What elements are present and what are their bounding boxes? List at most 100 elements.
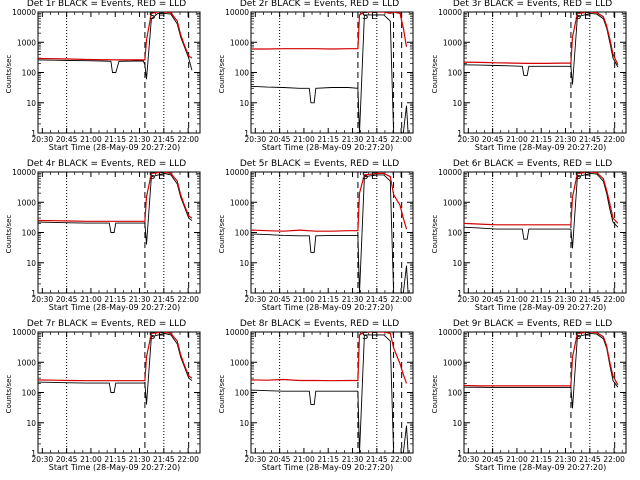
chart-title: Det 5r BLACK = Events, RED = LLD bbox=[239, 159, 400, 169]
marker-s: S bbox=[575, 171, 581, 182]
marker-e: E bbox=[158, 11, 164, 22]
plot-frame bbox=[463, 11, 627, 134]
x-tick-label: 20:45 bbox=[56, 135, 78, 144]
x-tick-label: 21:30 bbox=[342, 135, 364, 144]
x-tick-label: 21:15 bbox=[317, 455, 339, 464]
y-tick-label: 1000 bbox=[230, 38, 249, 47]
x-tick-label: 21:00 bbox=[80, 455, 102, 464]
chart-panel-6: 1 10 100 1000 10000 20:30 20:45 21:00 21:15 21:30… bbox=[426, 159, 639, 320]
x-tick-label: 21:15 bbox=[104, 295, 126, 304]
chart-title: Det 2r BLACK = Events, RED = LLD bbox=[239, 0, 400, 9]
plot-area bbox=[251, 12, 409, 133]
y-tick-label: 10 bbox=[26, 419, 36, 428]
x-tick-label: 21:00 bbox=[293, 295, 315, 304]
events-series-line bbox=[464, 12, 619, 85]
marker-s: S bbox=[149, 171, 155, 182]
y-tick-label: 10 bbox=[239, 259, 249, 268]
x-tick-label: 22:00 bbox=[390, 455, 412, 464]
y-tick-label: 100 bbox=[448, 389, 463, 398]
y-tick-label: 10 bbox=[452, 99, 462, 108]
y-tick-label: 10 bbox=[452, 259, 462, 268]
x-tick-label: 21:30 bbox=[342, 455, 364, 464]
plot-frame bbox=[37, 331, 201, 454]
y-tick-label: 1 bbox=[244, 129, 249, 138]
chart-svg: 1 10 100 1000 10000 20:30 20:45 21:00 21:15 21:30… bbox=[12, 8, 201, 144]
chart-title: Det 6r BLACK = Events, RED = LLD bbox=[452, 159, 613, 169]
chart-svg: 1 10 100 1000 10000 20:30 20:45 21:00 21:15 21:30… bbox=[12, 328, 201, 464]
x-tick-label: 20:45 bbox=[56, 455, 78, 464]
x-axis-label: Start Time (28-May-09 20:27:20) bbox=[474, 463, 607, 472]
lld-series-line bbox=[464, 172, 619, 226]
y-tick-label: 100 bbox=[235, 389, 250, 398]
events-series-line bbox=[38, 332, 193, 405]
plot-area bbox=[464, 12, 619, 133]
marker-s: S bbox=[362, 11, 368, 22]
x-tick-label: 21:45 bbox=[153, 455, 175, 464]
x-axis-label: Start Time (28-May-09 20:27:20) bbox=[474, 143, 607, 152]
events-series-line bbox=[251, 174, 409, 293]
y-axis-label: Counts/sec bbox=[431, 54, 439, 94]
x-tick-label: 21:30 bbox=[129, 455, 151, 464]
plot-area bbox=[38, 332, 193, 453]
y-tick-label: 1 bbox=[457, 289, 462, 298]
chart-panel-7: 1 10 100 1000 10000 20:30 20:45 21:00 21:15 21:30… bbox=[0, 319, 213, 480]
chart-panel-4: 1 10 100 1000 10000 20:30 20:45 21:00 21:15 21:30… bbox=[0, 159, 213, 320]
marker-e: E bbox=[371, 331, 377, 342]
x-tick-label: 21:45 bbox=[579, 295, 601, 304]
x-tick-label: 20:45 bbox=[269, 135, 291, 144]
x-tick-label: 21:30 bbox=[342, 295, 364, 304]
y-tick-label: 1000 bbox=[443, 358, 462, 367]
x-tick-label: 21:00 bbox=[80, 295, 102, 304]
x-tick-label: 21:00 bbox=[80, 135, 102, 144]
x-tick-label: 20:30 bbox=[458, 295, 480, 304]
x-tick-label: 20:45 bbox=[269, 455, 291, 464]
y-axis-label: Counts/sec bbox=[218, 374, 226, 414]
lld-series-line bbox=[38, 172, 193, 222]
lld-series-line bbox=[251, 332, 408, 384]
plot-area bbox=[251, 332, 409, 453]
marker-e: E bbox=[371, 11, 377, 22]
y-tick-label: 1000 bbox=[17, 358, 36, 367]
y-tick-label: 10000 bbox=[438, 168, 462, 177]
chart-svg: 1 10 100 1000 10000 20:30 20:45 21:00 21:15 21:30… bbox=[12, 168, 201, 304]
x-tick-label: 20:45 bbox=[482, 135, 504, 144]
x-tick-label: 20:30 bbox=[458, 455, 480, 464]
events-series-line bbox=[251, 14, 409, 133]
x-tick-label: 22:00 bbox=[603, 135, 625, 144]
x-tick-label: 21:15 bbox=[104, 455, 126, 464]
x-axis-label: Start Time (28-May-09 20:27:20) bbox=[261, 143, 394, 152]
x-axis-label: Start Time (28-May-09 20:27:20) bbox=[261, 463, 394, 472]
x-tick-label: 20:45 bbox=[482, 295, 504, 304]
plot-frame bbox=[250, 11, 414, 134]
y-tick-label: 1 bbox=[457, 449, 462, 458]
chart-title: Det 3r BLACK = Events, RED = LLD bbox=[452, 0, 613, 9]
x-tick-label: 21:00 bbox=[293, 135, 315, 144]
y-tick-label: 10 bbox=[239, 419, 249, 428]
y-tick-label: 10 bbox=[239, 99, 249, 108]
x-tick-label: 21:15 bbox=[317, 135, 339, 144]
y-tick-label: 1000 bbox=[17, 38, 36, 47]
chart-svg: 1 10 100 1000 10000 20:30 20:45 21:00 21:15 21:30… bbox=[225, 8, 414, 144]
x-tick-label: 22:00 bbox=[177, 135, 199, 144]
x-axis-label: Start Time (28-May-09 20:27:20) bbox=[48, 463, 181, 472]
plot-area bbox=[464, 172, 619, 293]
x-tick-label: 21:45 bbox=[366, 295, 388, 304]
y-tick-label: 10 bbox=[26, 99, 36, 108]
x-tick-label: 20:30 bbox=[245, 135, 267, 144]
y-tick-label: 10000 bbox=[225, 168, 249, 177]
y-tick-label: 100 bbox=[448, 69, 463, 78]
marker-s: S bbox=[149, 331, 155, 342]
x-tick-label: 22:00 bbox=[603, 455, 625, 464]
x-axis-label: Start Time (28-May-09 20:27:20) bbox=[48, 303, 181, 312]
y-tick-label: 1 bbox=[457, 129, 462, 138]
plot-frame bbox=[463, 331, 627, 454]
x-tick-label: 21:45 bbox=[153, 295, 175, 304]
events-series-line bbox=[38, 172, 193, 245]
y-axis-label: Counts/sec bbox=[5, 214, 13, 254]
y-tick-label: 10000 bbox=[225, 8, 249, 17]
x-tick-label: 22:00 bbox=[177, 295, 199, 304]
y-tick-label: 10 bbox=[26, 259, 36, 268]
lld-series-line bbox=[251, 12, 408, 50]
y-axis-label: Counts/sec bbox=[218, 54, 226, 94]
